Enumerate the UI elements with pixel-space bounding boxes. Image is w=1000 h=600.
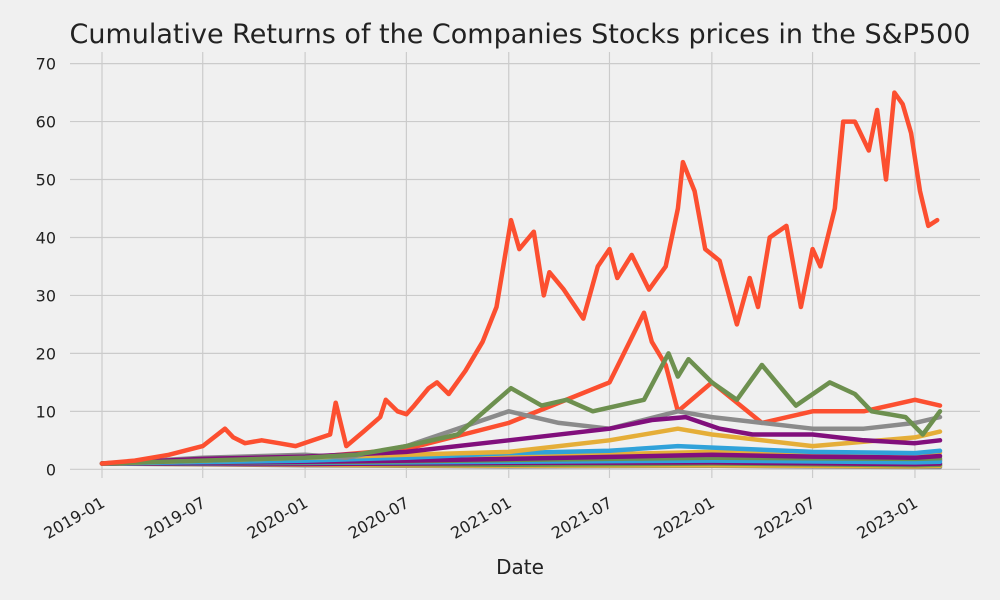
chart-title: Cumulative Returns of the Companies Stoc… [70, 19, 971, 50]
y-tick-label: 10 [36, 402, 56, 421]
series-line [99, 90, 940, 466]
series-line [99, 351, 943, 466]
y-tick-labels: 0 10 20 30 40 50 60 70 [36, 55, 56, 480]
y-tick-label: 70 [36, 55, 56, 74]
y-tick-label: 20 [36, 344, 56, 363]
grid [70, 52, 980, 478]
y-tick-label: 50 [36, 171, 56, 190]
y-tick-label: 60 [36, 113, 56, 132]
y-tick-label: 0 [46, 460, 56, 479]
x-axis-label: Date [496, 555, 544, 579]
series-group [99, 90, 943, 470]
series-line [99, 443, 943, 466]
y-tick-label: 40 [36, 228, 56, 247]
y-tick-label: 30 [36, 286, 56, 305]
